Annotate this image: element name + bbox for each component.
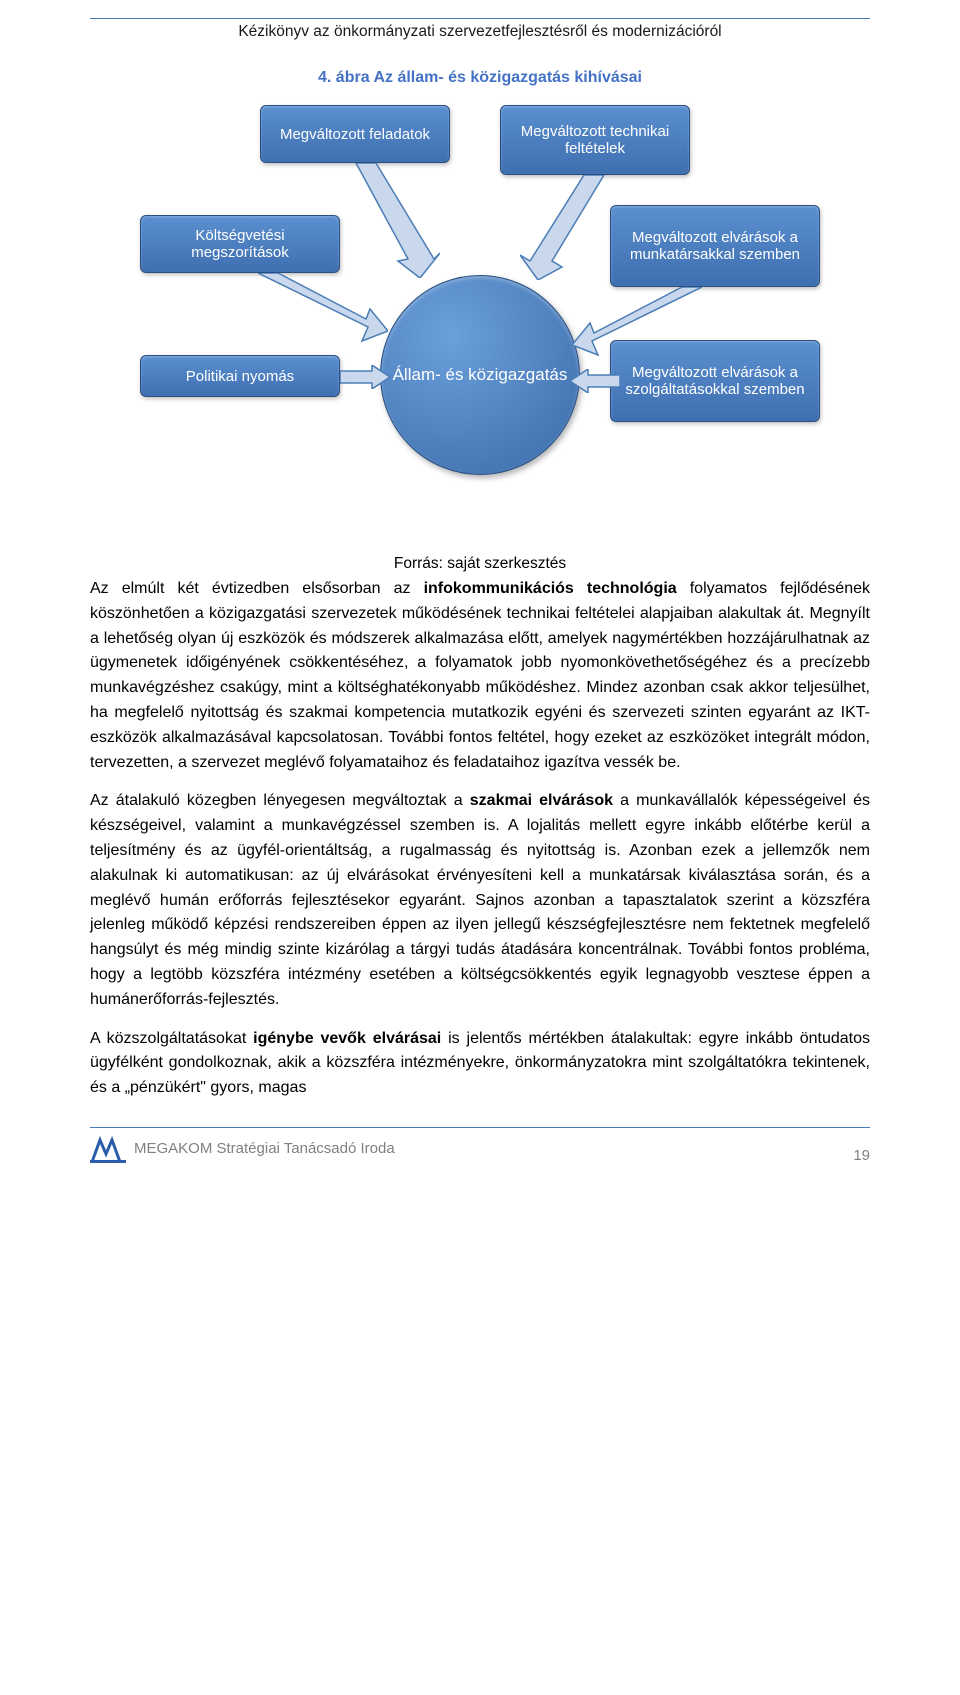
text-bold: szakmai elvárások [470, 792, 613, 809]
text-run: folyamatos fejlődésének köszönhetően a k… [90, 580, 870, 771]
diagram-center-label: Állam- és közigazgatás [393, 365, 568, 385]
diagram-box-label: Megváltozott feladatok [280, 126, 430, 143]
page-footer: MEGAKOM Stratégiai Tanácsadó Iroda 19 [90, 1127, 870, 1164]
text-run: Az elmúlt két évtizedben elsősorban az [90, 580, 424, 597]
figure-title: 4. ábra Az állam- és közigazgatás kihívá… [90, 69, 870, 87]
page-header: Kézikönyv az önkormányzati szervezetfejl… [90, 19, 870, 69]
arrow-icon [520, 175, 610, 280]
diagram-box-label: Politikai nyomás [186, 368, 294, 385]
diagram-box-label: Megváltozott elvárások a munkatársakkal … [621, 229, 809, 263]
arrow-icon [258, 273, 388, 343]
text-run: Az átalakuló közegben lényegesen megvált… [90, 792, 470, 809]
arrow-icon [350, 163, 440, 278]
paragraph-2: Az átalakuló közegben lényegesen megvált… [90, 789, 870, 1012]
paragraph-3: A közszolgáltatásokat igénybe vevők elvá… [90, 1027, 870, 1101]
footer-page-number: 19 [853, 1147, 870, 1164]
diagram-box-label: Költségvetési megszorítások [151, 227, 329, 261]
text-bold: infokommunikációs technológia [424, 580, 677, 597]
logo-icon [90, 1134, 126, 1164]
arrow-icon [340, 365, 390, 389]
footer-org: MEGAKOM Stratégiai Tanácsadó Iroda [134, 1140, 395, 1157]
text-run: a munkavállalók képességeivel és készség… [90, 792, 870, 1007]
diagram-box-label: Megváltozott technikai feltételek [511, 123, 679, 157]
diagram-box-label: Megváltozott elvárások a szolgáltatásokk… [621, 364, 809, 398]
diagram-box-top-left: Megváltozott feladatok [260, 105, 450, 163]
diagram-box-bot-left: Politikai nyomás [140, 355, 340, 397]
arrow-icon [572, 287, 702, 357]
arrow-icon [570, 369, 620, 393]
diagram-container: Állam- és közigazgatás Megváltozott fela… [140, 105, 820, 545]
diagram-box-mid-right: Megváltozott elvárások a munkatársakkal … [610, 205, 820, 287]
text-run: A közszolgáltatásokat [90, 1030, 253, 1047]
diagram-box-mid-left: Költségvetési megszorítások [140, 215, 340, 273]
figure-source: Forrás: saját szerkesztés [90, 555, 870, 573]
paragraph-1: Az elmúlt két évtizedben elsősorban az i… [90, 577, 870, 775]
diagram-center-circle: Állam- és közigazgatás [380, 275, 580, 475]
diagram-box-top-right: Megváltozott technikai feltételek [500, 105, 690, 175]
text-bold: igénybe vevők elvárásai [253, 1030, 441, 1047]
